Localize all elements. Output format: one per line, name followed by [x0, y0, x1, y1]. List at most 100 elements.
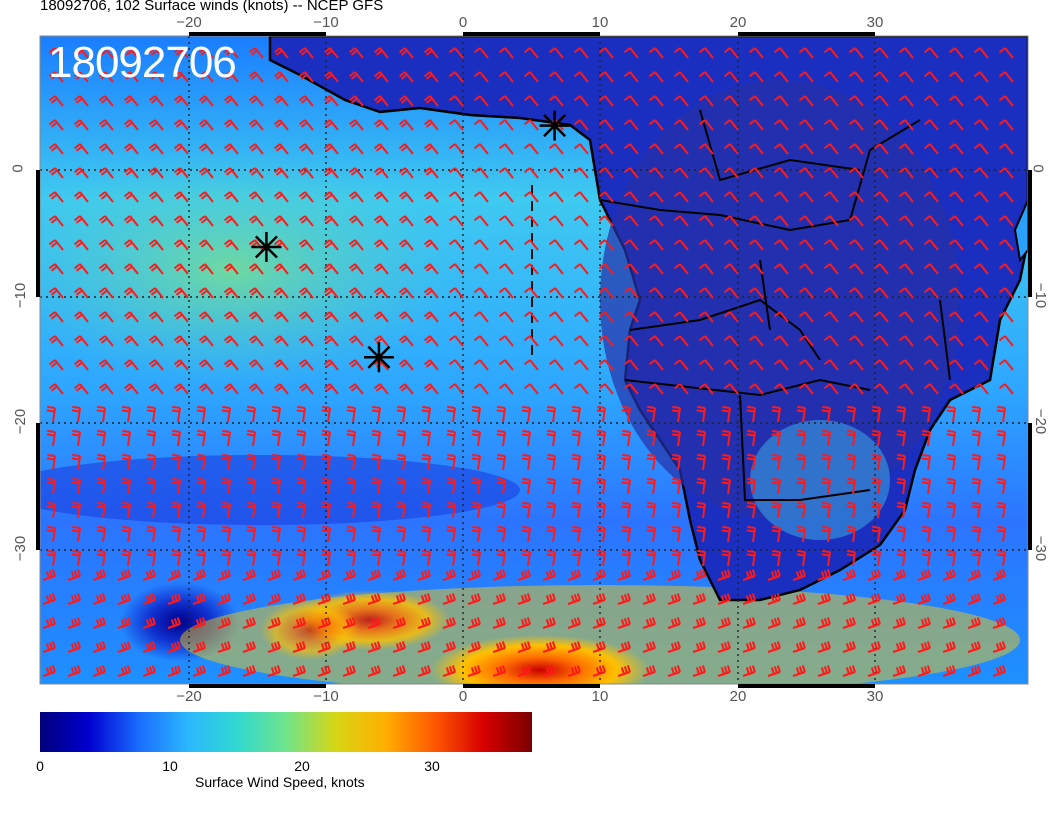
wind-barb [492, 665, 506, 677]
wind-barb [698, 383, 714, 395]
wind-barb [698, 359, 714, 371]
wind-barb [698, 143, 714, 155]
wind-barb [821, 549, 831, 567]
wind-barb [798, 191, 814, 203]
wind-barb [73, 143, 89, 155]
wind-barb [992, 569, 1006, 581]
wind-barb [946, 477, 956, 495]
wind-barb [267, 665, 281, 677]
wind-barb [723, 263, 739, 275]
wind-barb [596, 429, 606, 447]
wind-barb [423, 119, 439, 131]
inland-field [600, 80, 960, 520]
wind-barb [173, 119, 189, 131]
wind-barb [121, 405, 131, 423]
wind-barb [567, 617, 581, 629]
wind-barb [573, 383, 589, 395]
wind-barb [396, 477, 406, 495]
wind-barb [167, 617, 181, 629]
wind-barb [298, 47, 314, 59]
wind-barb [923, 119, 939, 131]
wind-barb [596, 477, 606, 495]
wind-barb [98, 215, 114, 227]
wind-barb [917, 593, 931, 605]
wind-barb [246, 477, 256, 495]
wind-barb [646, 525, 656, 543]
wind-barb [692, 617, 706, 629]
wind-barb [192, 569, 206, 581]
wind-barb [648, 311, 664, 323]
wind-barb [746, 477, 756, 495]
wind-barb [348, 383, 364, 395]
wind-barb [723, 167, 739, 179]
wind-barb [792, 665, 806, 677]
wind-barb [148, 359, 164, 371]
wind-barb [846, 549, 856, 567]
wind-barb [498, 311, 514, 323]
wind-barb [471, 429, 481, 447]
wind-barb [873, 191, 889, 203]
wind-barb [471, 405, 481, 423]
wind-barb [446, 429, 456, 447]
wind-barb [646, 549, 656, 567]
wind-barb [98, 263, 114, 275]
wind-barb [873, 143, 889, 155]
wind-barb [473, 191, 489, 203]
wind-barb [873, 167, 889, 179]
wind-barb [946, 429, 956, 447]
wind-barb [767, 641, 781, 653]
lon-tick-top: −10 [313, 14, 339, 31]
wind-barb [721, 501, 731, 519]
wind-barb [923, 191, 939, 203]
wind-barb [973, 311, 989, 323]
wind-barb [246, 501, 256, 519]
wind-barb [996, 405, 1006, 423]
wind-barb [173, 143, 189, 155]
wind-barb [648, 359, 664, 371]
wind-barb [796, 429, 806, 447]
wind-barb [971, 501, 981, 519]
wind-barb [567, 641, 581, 653]
wind-barb [323, 239, 339, 251]
wind-barb [817, 617, 831, 629]
wind-barb [792, 593, 806, 605]
lon-tick-bottom: 0 [458, 688, 468, 705]
wind-barb [46, 525, 56, 543]
wind-barb [548, 215, 564, 227]
wind-barb [117, 617, 131, 629]
wind-barb [521, 501, 531, 519]
wind-barb [298, 71, 314, 83]
storm-marker-icon [539, 110, 570, 141]
wind-barb [448, 167, 464, 179]
wind-barb [71, 477, 81, 495]
wind-barb [342, 641, 356, 653]
wind-barb [723, 191, 739, 203]
wind-barb [967, 665, 981, 677]
wind-barb [798, 167, 814, 179]
wind-barb [73, 359, 89, 371]
wind-barb [346, 429, 356, 447]
wind-barb [573, 191, 589, 203]
wind-barb [596, 525, 606, 543]
wind-barb [73, 167, 89, 179]
wind-barb [548, 287, 564, 299]
wind-barb [823, 335, 839, 347]
wind-barb [823, 359, 839, 371]
wind-barb [667, 569, 681, 581]
wind-barb [542, 569, 556, 581]
wind-barb [873, 335, 889, 347]
wind-barb [921, 501, 931, 519]
wind-barb [73, 287, 89, 299]
lat-tick-right: −20 [1032, 408, 1050, 435]
wind-barb [842, 617, 856, 629]
wind-barb [342, 617, 356, 629]
wind-barb [742, 569, 756, 581]
wind-barb [67, 665, 81, 677]
wind-barb [192, 665, 206, 677]
wind-barb [121, 525, 131, 543]
wind-barb [373, 191, 389, 203]
wind-barb [71, 501, 81, 519]
wind-barb [698, 119, 714, 131]
wind-barb [242, 641, 256, 653]
wind-barb [742, 665, 756, 677]
